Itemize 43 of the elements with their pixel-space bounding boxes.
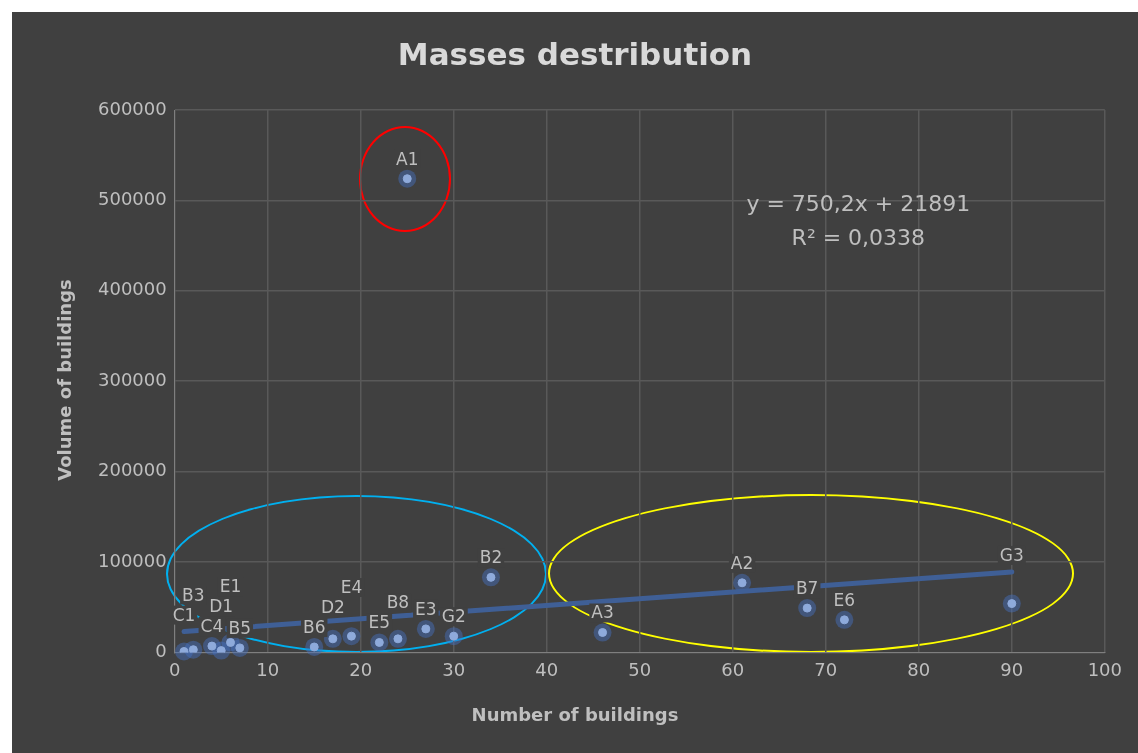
annotation: B8	[386, 592, 410, 613]
annotation: G3	[999, 544, 1024, 565]
annotation: A3	[591, 602, 614, 623]
annotation: B6	[302, 616, 326, 637]
x-tick-label: 30	[442, 658, 466, 680]
annotation: G2	[441, 606, 466, 627]
annotation: B2	[479, 547, 503, 568]
x-axis-title: Number of buildings	[470, 704, 680, 725]
x-tick-label: 90	[1000, 658, 1024, 680]
x-tick-label: 40	[535, 658, 559, 680]
y-tick-label: 300000	[97, 368, 167, 390]
annotation: C4	[200, 615, 224, 636]
x-tick-label: 100	[1087, 658, 1122, 680]
x-tick-label: 70	[814, 658, 838, 680]
chart-title: Masses destribution	[396, 36, 754, 72]
x-tick-label: 0	[168, 658, 181, 680]
x-tick-label: 20	[349, 658, 373, 680]
annotation: A1	[396, 148, 419, 169]
y-axis-title: Volume of buildings	[53, 279, 75, 481]
y-tick-label: 400000	[97, 278, 167, 300]
y-tick-label: 500000	[97, 188, 167, 210]
x-tick-label: 50	[628, 658, 652, 680]
y-tick-label: 0	[155, 640, 167, 662]
annotation: D2	[320, 596, 345, 617]
y-tick-label: 200000	[97, 459, 167, 481]
annotation: E4	[340, 576, 363, 597]
annotation: E6	[833, 589, 856, 610]
annotation: E5	[368, 612, 391, 633]
annotation: B5	[228, 617, 252, 638]
y-tick-label: 600000	[97, 97, 167, 119]
annotation: D1	[209, 595, 234, 616]
annotation: A2	[730, 552, 754, 573]
x-tick-label: 10	[256, 658, 280, 680]
annotation: E3	[415, 598, 437, 619]
annotation: B3	[182, 584, 205, 605]
annotation: y = 750,2x + 21891	[746, 190, 971, 216]
annotation: C1	[172, 604, 196, 625]
y-tick-label: 100000	[97, 549, 167, 571]
annotation: B7	[795, 578, 819, 599]
annotation: E1	[219, 575, 242, 596]
annotation: R² = 0,0338	[791, 224, 926, 250]
x-tick-label: 80	[907, 658, 931, 680]
x-tick-label: 60	[721, 658, 745, 680]
